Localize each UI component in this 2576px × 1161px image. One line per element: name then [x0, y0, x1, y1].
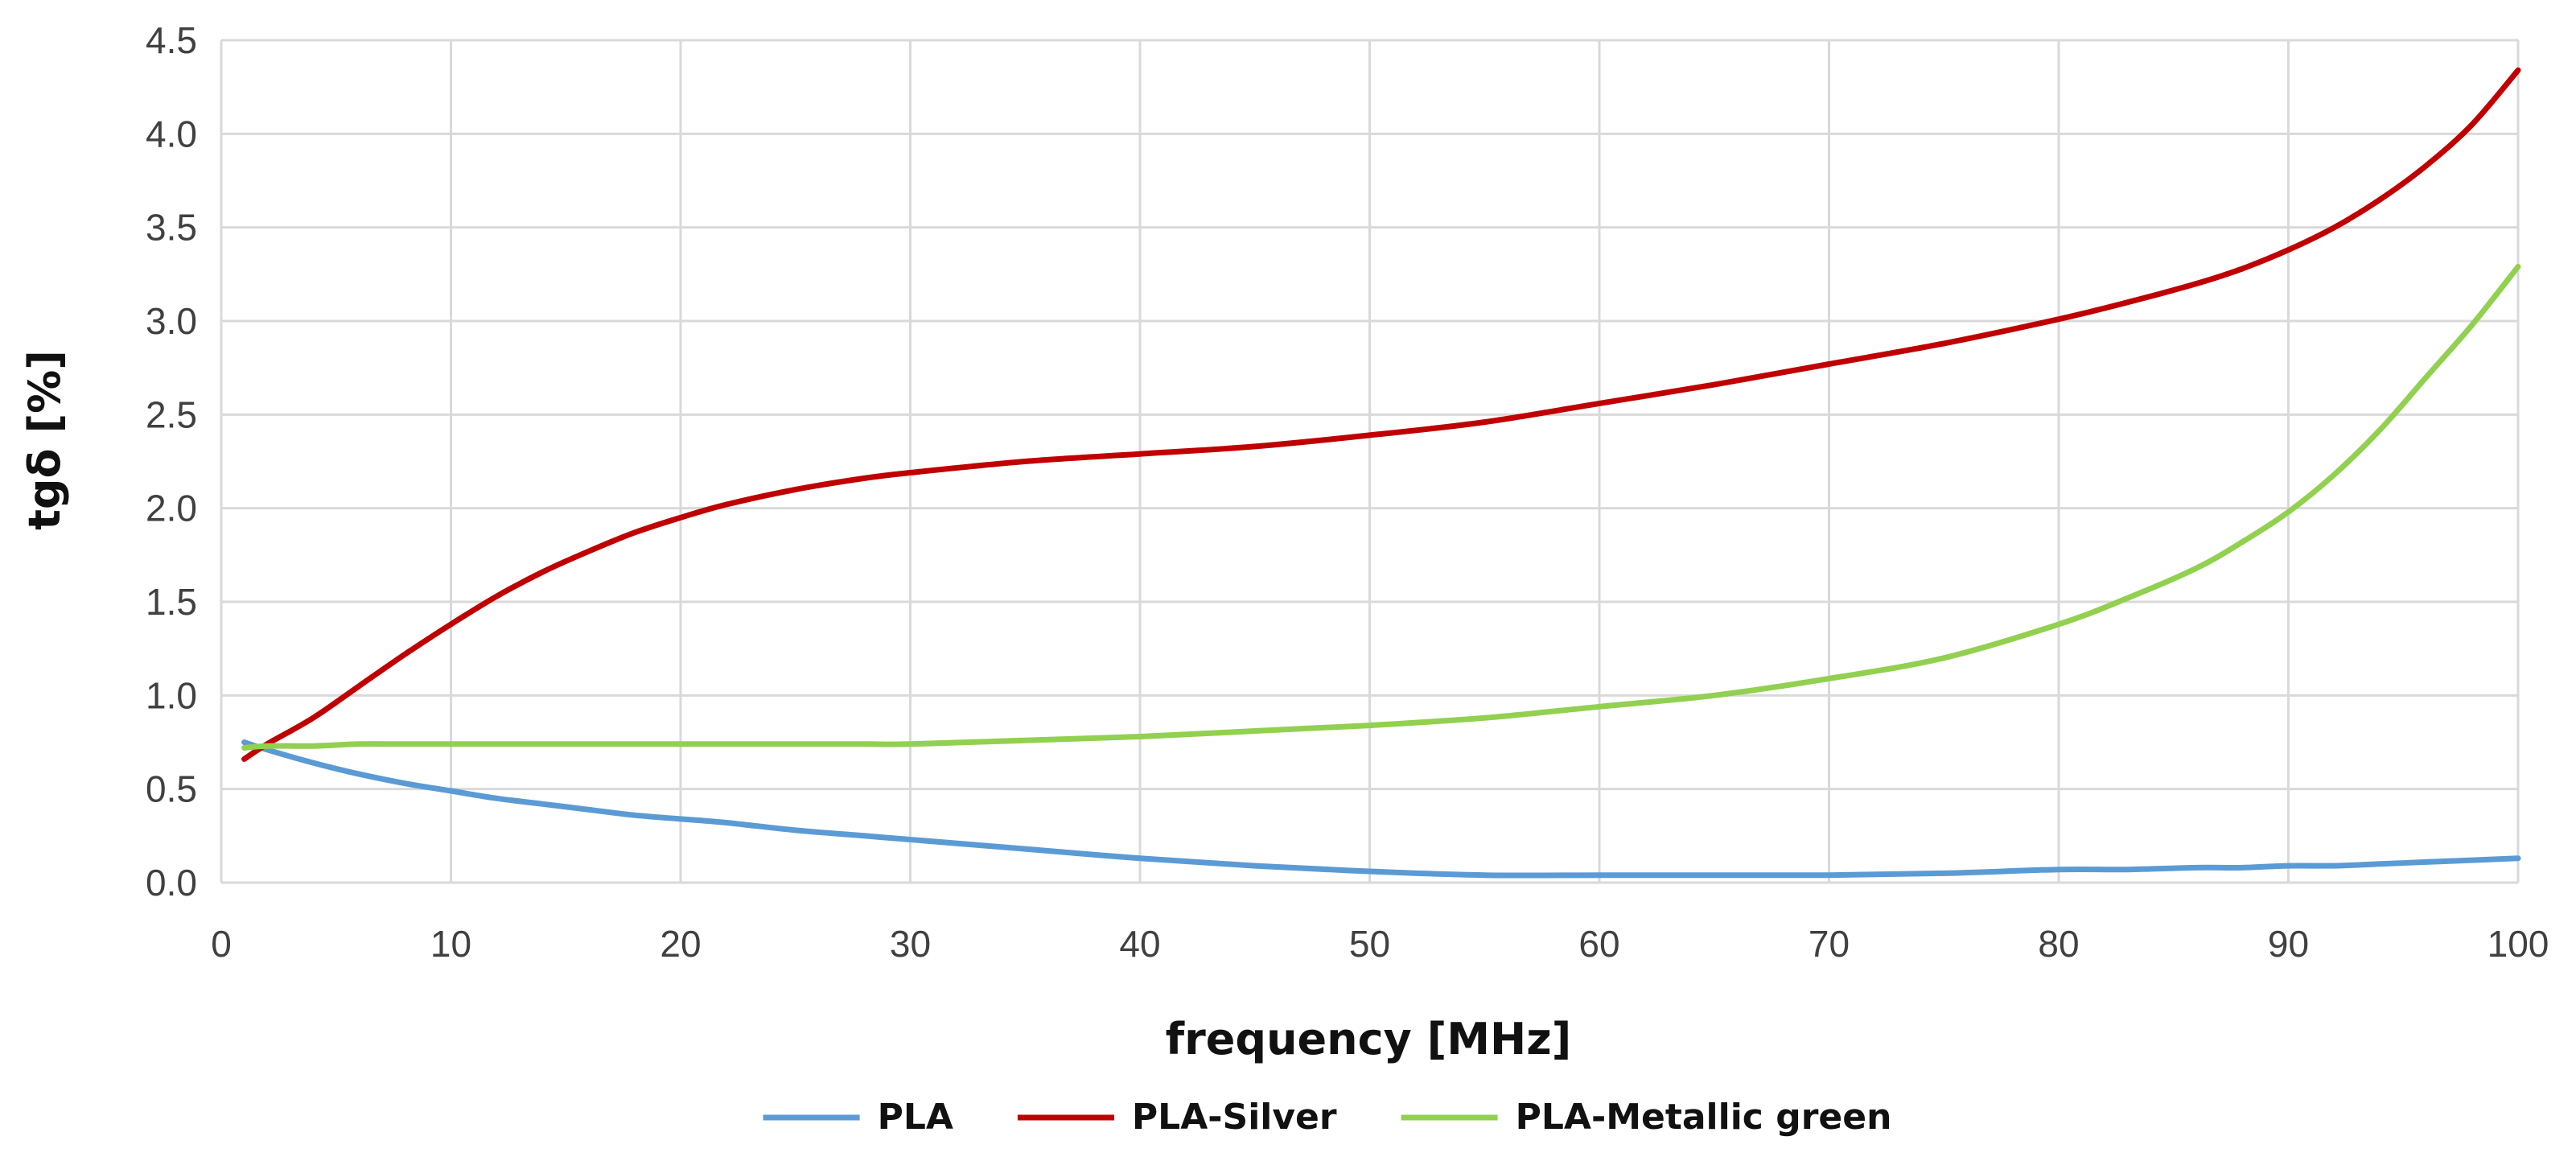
legend-label-pla-silver: PLA-Silver: [1132, 1097, 1337, 1138]
x-tick-label: 70: [1809, 923, 1850, 965]
y-axis-title: tgδ [%]: [19, 350, 70, 530]
x-tick-label: 100: [2488, 923, 2549, 965]
x-tick-label: 90: [2268, 923, 2309, 965]
y-tick-label: 4.0: [146, 113, 197, 154]
x-tick-label: 20: [660, 923, 701, 965]
legend-label-pla: PLA: [878, 1097, 953, 1138]
x-axis-title: frequency [MHz]: [1166, 1014, 1572, 1064]
legend-item-pla: PLA: [763, 1097, 953, 1138]
x-tick-label: 60: [1578, 923, 1619, 965]
legend-item-pla-silver: PLA-Silver: [1017, 1097, 1337, 1138]
y-tick-label: 3.0: [146, 300, 197, 342]
series-line-pla-silver: [241, 67, 2521, 762]
legend: PLA PLA-Silver PLA-Metallic green: [763, 1097, 1892, 1138]
y-tick-label: 3.5: [146, 207, 197, 249]
y-tick-label: 0.0: [146, 862, 197, 904]
y-tick-label: 4.5: [146, 19, 197, 61]
y-tick-label: 2.5: [146, 393, 197, 435]
y-tick-label: 1.0: [146, 674, 197, 716]
series-line-pla-metallic-green: [241, 264, 2521, 751]
x-tick-label: 80: [2038, 923, 2079, 965]
x-tick-label: 30: [890, 923, 931, 965]
gridlines: [220, 39, 2520, 884]
tick-labels: 0 10 20 30 40 50 60 70 80 90 100 0.0 0.5 1.0 1.5 2.0 2.5…: [146, 19, 2549, 965]
legend-item-pla-metallic-green: PLA-Metallic green: [1401, 1097, 1892, 1138]
x-tick-label: 40: [1119, 923, 1160, 965]
x-tick-label: 50: [1349, 923, 1390, 965]
legend-label-pla-metallic-green: PLA-Metallic green: [1516, 1097, 1892, 1138]
x-tick-label: 0: [211, 923, 232, 965]
series-line-pla: [241, 739, 2521, 879]
y-tick-label: 2.0: [146, 488, 197, 529]
y-tick-label: 1.5: [146, 581, 197, 623]
y-tick-label: 0.5: [146, 768, 197, 810]
x-tick-label: 10: [430, 923, 471, 965]
plot-series: [241, 67, 2521, 879]
